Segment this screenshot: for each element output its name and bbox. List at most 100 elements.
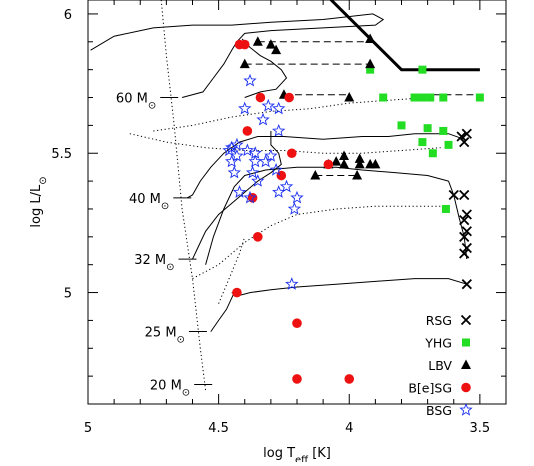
lbv-point-3 [271,44,282,55]
yhg-point-5 [418,93,427,102]
yhg-point-9 [397,121,406,130]
rsg-point-11 [459,248,470,259]
rsg-point-10 [461,242,472,254]
legend-label-rsg: RSG [426,313,452,328]
lbv-point-14 [354,158,365,169]
rsg-point-5 [459,189,470,201]
besg-point-8 [276,170,287,181]
rsg-point-2 [459,136,470,148]
evolution-track-5 [192,131,282,260]
legend-marker-rsg [460,314,472,326]
mass-label-text: 25 M [145,326,177,341]
bsg-point-16 [258,154,273,168]
chart-lines-layer [90,0,480,391]
lbv-point-11 [339,158,350,169]
mass-label-sun: ⊙ [182,387,190,398]
besg-point-6 [286,148,297,159]
rsg-point-8 [461,226,472,237]
x-axis-label-main: log T [263,446,295,461]
bsg-point-6 [272,124,286,137]
rsg-point-9 [459,231,470,242]
x-axis-label-unit: [K] [308,446,331,461]
besg-point-2 [239,39,250,50]
evolution-track-4 [205,166,449,265]
rsg-point-1 [456,131,467,142]
bsg-point-13 [230,148,244,162]
lbv-point-10 [331,156,342,166]
mass-label-text: 32 M [134,253,166,268]
bsg-point-14 [225,154,239,168]
x-tick-label: 4.5 [208,421,229,436]
bsg-point-7 [225,140,239,154]
bsg-point-10 [240,143,255,157]
mass-label-4: 25 M⊙ [145,326,185,346]
x-tick-label: 4 [345,421,353,436]
bsg-point-19 [227,165,241,179]
y-axis-label-main: log L/L [29,184,44,228]
mass-label-text: 40 M [129,192,161,207]
evolution-track-8 [448,180,468,260]
bsg-point-22 [272,185,286,198]
y-tick-label: 5.5 [51,147,72,162]
yhg-point-14 [428,149,437,158]
yhg-point-2 [418,65,427,74]
yhg-point-11 [439,126,448,135]
lbv-point-8 [344,92,355,102]
bsg-point-21 [279,179,294,193]
yhg-point-15 [441,204,450,213]
besg-point-13 [292,374,302,384]
bsg-point-8 [230,137,244,151]
bsg-point-1 [243,73,257,87]
mass-label-sun: ⊙ [148,100,156,111]
bsg-point-20 [251,174,265,187]
bsg-point-23 [232,185,247,198]
mass-label-sun: ⊙ [161,200,169,211]
yhg-point-7 [439,93,448,102]
bsg-point-5 [256,112,270,126]
yhg-point-10 [423,124,432,133]
mass-label-1: 60 M⊙ [116,92,156,112]
bsg-point-4 [272,101,286,115]
rsg-point-7 [459,214,470,226]
besg-point-14 [344,374,355,384]
x-axis-label-sub: eff [295,455,309,463]
hd-limit-line [329,0,480,72]
lbv-point-17 [310,170,321,180]
lbv-point-12 [354,153,365,163]
besg-point-5 [242,126,253,136]
x-tick-label: 5 [84,421,92,436]
x-axis-label: log Teff [K] [263,446,331,462]
legend-label-besg: B[e]SG [408,381,452,396]
x-tick-label: 3.5 [470,421,491,436]
yhg-point-4 [410,93,419,102]
lbv-point-18 [352,170,363,180]
dotted-track-3 [192,205,441,280]
mass-label-text: 20 M [150,378,182,393]
bsg-point-9 [222,143,236,157]
besg-point-11 [232,287,242,298]
legend: RSG YHG LBV B[e]SG BSG [408,313,473,418]
y-tick-label: 5 [64,287,72,302]
legend-marker-yhg [462,338,470,347]
bsg-point-12 [264,148,278,162]
rsg-point-4 [448,189,459,201]
lbv-point-2 [265,39,276,49]
lbv-point-4 [365,33,376,44]
mass-label-sun: ⊙ [177,334,185,345]
legend-marker-bsg [459,402,473,416]
yhg-point-8 [475,93,484,102]
bsg-point-15 [248,154,262,168]
lbv-point-5 [239,58,250,69]
mass-label-2: 40 M⊙ [129,192,169,212]
chart-points-layer [222,33,484,384]
bsg-point-25 [290,190,304,204]
besg-point-7 [323,159,334,170]
evolution-track-1 [90,13,385,98]
besg-point-12 [292,318,302,329]
mass-label-5: 20 M⊙ [150,378,190,398]
y-tick-label: 6 [64,8,72,23]
legend-label-bsg: BSG [426,403,452,418]
